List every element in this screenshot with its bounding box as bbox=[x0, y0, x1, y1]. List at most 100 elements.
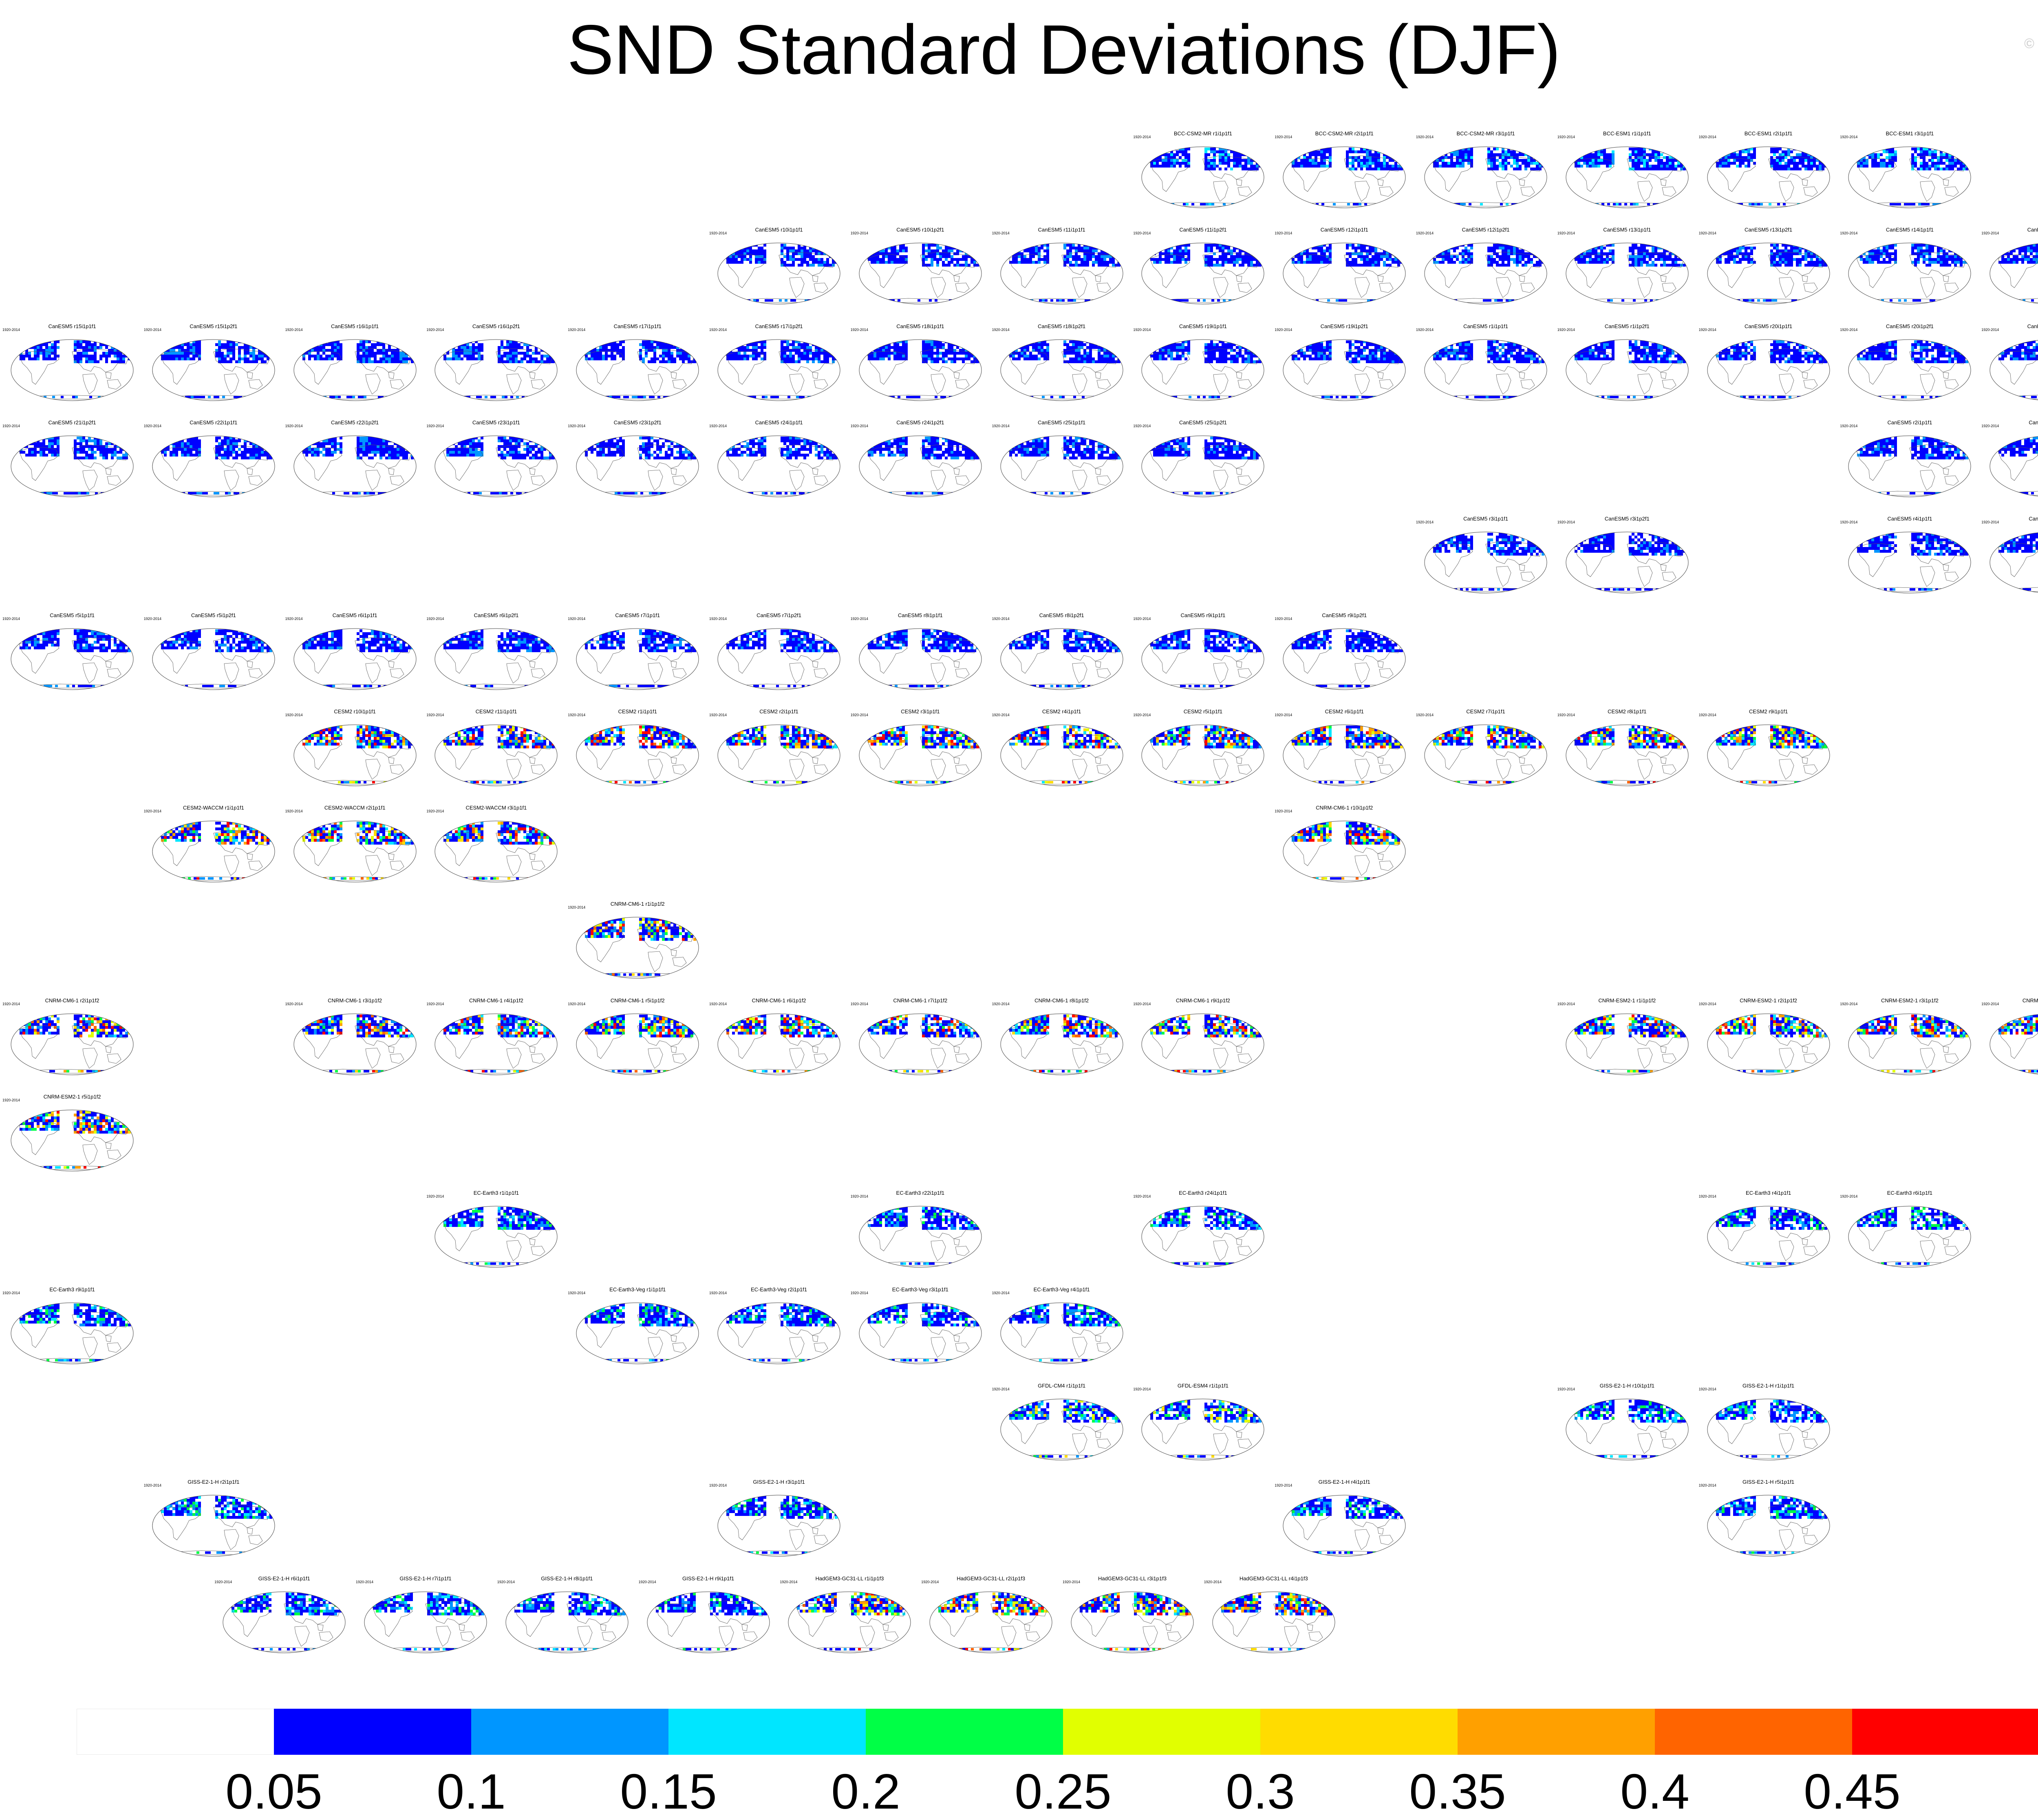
snow-cell bbox=[1456, 247, 1459, 250]
snow-cell bbox=[319, 340, 322, 343]
snow-cell bbox=[1383, 156, 1386, 159]
snow-cell bbox=[399, 360, 402, 363]
snow-cell bbox=[1634, 165, 1637, 168]
snow-cell bbox=[1733, 153, 1736, 156]
coastline bbox=[1909, 155, 1966, 180]
snow-cell bbox=[1730, 244, 1733, 247]
snow-cell bbox=[1184, 150, 1188, 153]
snow-cell bbox=[1329, 153, 1332, 156]
snow-cell bbox=[2016, 261, 2019, 264]
snow-cell bbox=[1945, 153, 1949, 156]
snow-cell bbox=[1256, 261, 1259, 264]
snow-cell bbox=[163, 357, 167, 360]
snow-cell bbox=[1733, 258, 1736, 261]
snow-cell bbox=[1356, 203, 1359, 205]
snow-cell bbox=[1323, 258, 1326, 261]
snow-cell bbox=[1863, 165, 1866, 168]
snow-cell bbox=[1868, 258, 1872, 261]
snow-cell bbox=[1888, 261, 1892, 264]
snow-cell bbox=[243, 357, 247, 360]
snow-cell bbox=[2001, 249, 2005, 253]
snow-cell bbox=[1527, 252, 1530, 256]
snow-cell bbox=[1026, 244, 1029, 247]
snow-cell bbox=[1219, 249, 1222, 253]
snow-cell bbox=[1499, 264, 1502, 267]
snow-cell bbox=[927, 244, 931, 247]
snow-cell bbox=[1496, 165, 1499, 168]
snow-cell bbox=[1645, 261, 1649, 264]
snow-cell bbox=[1597, 247, 1600, 250]
snow-cell bbox=[529, 354, 532, 357]
snow-cell bbox=[402, 354, 405, 357]
snow-cell bbox=[1309, 162, 1312, 165]
snow-cell bbox=[1250, 255, 1253, 258]
snow-cell bbox=[1665, 150, 1669, 153]
snow-cell bbox=[45, 343, 48, 346]
snow-cell bbox=[216, 395, 219, 398]
snow-cell bbox=[1389, 165, 1392, 168]
snow-cell bbox=[410, 346, 414, 349]
snow-cell bbox=[962, 255, 965, 258]
snow-cell bbox=[741, 261, 743, 264]
snow-cell bbox=[1372, 247, 1375, 250]
snow-cell bbox=[169, 343, 172, 346]
snow-cell bbox=[1914, 150, 1917, 153]
snow-cell bbox=[1487, 150, 1490, 153]
snow-cell bbox=[408, 346, 411, 349]
snow-cell bbox=[1600, 148, 1603, 150]
snow-cell bbox=[1502, 244, 1504, 247]
snow-cell bbox=[1824, 252, 1827, 256]
snow-cell bbox=[789, 264, 792, 267]
snow-cell bbox=[1753, 156, 1756, 159]
map-panel: CanESM5 r14i1p2f11920-2014 bbox=[1981, 227, 2038, 323]
snow-cell bbox=[1773, 159, 1776, 162]
snow-cell bbox=[1943, 255, 1946, 258]
snow-cell bbox=[1112, 264, 1115, 267]
snow-cell bbox=[1354, 247, 1358, 250]
coastline bbox=[1149, 254, 1190, 288]
snow-cell bbox=[1106, 255, 1109, 258]
snow-cell bbox=[1674, 252, 1677, 256]
snow-cell bbox=[1456, 255, 1459, 258]
snow-cell bbox=[1594, 148, 1597, 150]
snow-cell bbox=[1349, 261, 1352, 264]
snow-cell bbox=[1863, 258, 1866, 261]
snow-cell bbox=[1352, 264, 1355, 267]
snow-cell bbox=[1366, 168, 1369, 170]
snow-cell bbox=[1360, 150, 1363, 153]
snow-cell bbox=[1222, 153, 1225, 156]
snow-cell bbox=[1377, 148, 1381, 150]
snow-cell bbox=[1386, 258, 1389, 261]
snow-cell bbox=[1487, 168, 1490, 170]
snow-cell bbox=[758, 249, 761, 253]
snow-cell bbox=[1588, 165, 1592, 168]
snow-cell bbox=[385, 349, 388, 352]
snow-cell bbox=[1510, 252, 1513, 256]
coastline bbox=[1237, 186, 1252, 197]
snow-cell bbox=[922, 252, 925, 256]
snow-cell bbox=[243, 360, 247, 363]
snow-cell bbox=[1637, 168, 1640, 170]
snow-cell bbox=[518, 346, 521, 349]
snow-cell bbox=[1821, 247, 1824, 250]
snow-cell bbox=[313, 349, 317, 352]
snow-cell bbox=[396, 360, 399, 363]
snow-cell bbox=[1227, 258, 1231, 261]
snow-cell bbox=[1522, 249, 1524, 253]
snow-cell bbox=[455, 340, 458, 343]
snow-cell bbox=[79, 354, 82, 357]
snow-cell bbox=[1663, 165, 1666, 168]
snow-cell bbox=[1963, 168, 1966, 170]
snow-cell bbox=[1377, 159, 1381, 162]
snow-cell bbox=[1963, 255, 1966, 258]
snow-cell bbox=[1747, 255, 1750, 258]
snow-cell bbox=[1236, 162, 1239, 165]
snow-cell bbox=[28, 343, 31, 346]
snow-cell bbox=[1162, 162, 1165, 165]
snow-cell bbox=[396, 354, 399, 357]
snow-cell bbox=[1810, 264, 1813, 267]
snow-cell bbox=[319, 346, 322, 349]
snow-cell bbox=[1527, 156, 1530, 159]
snow-cell bbox=[820, 349, 823, 352]
snow-cell bbox=[602, 340, 605, 343]
